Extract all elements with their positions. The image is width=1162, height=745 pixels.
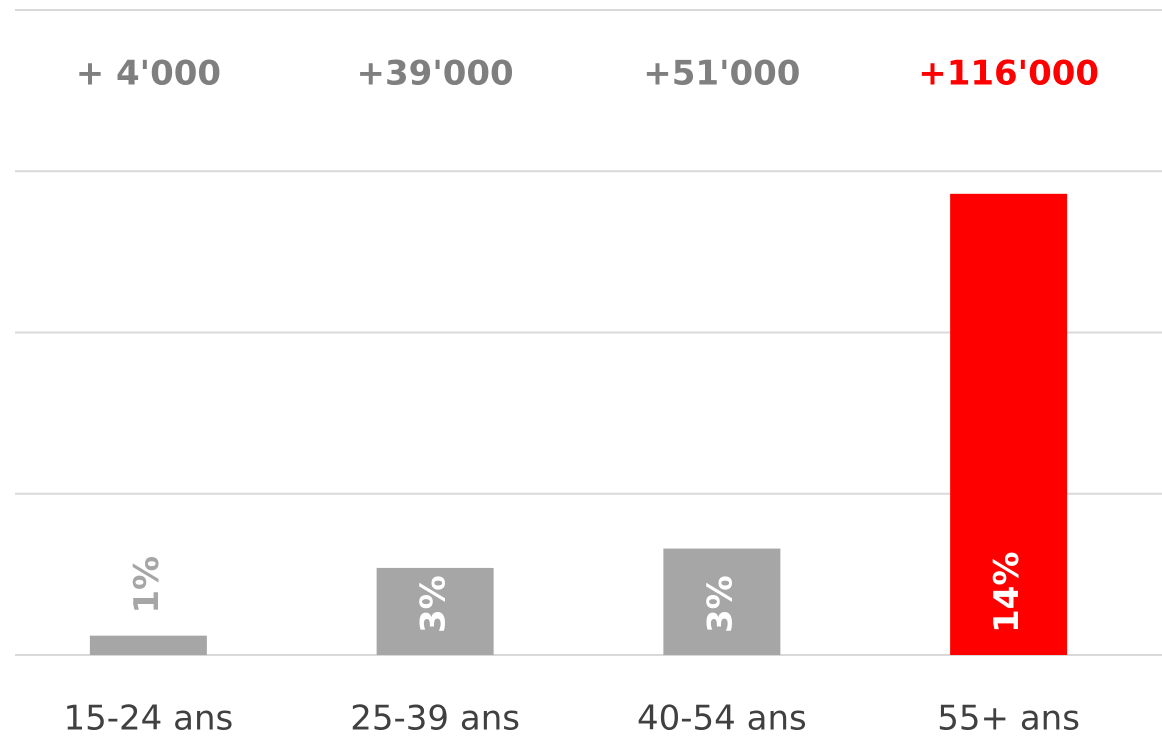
- bar: [376, 567, 494, 655]
- x-tick-label: 40-54 ans: [637, 699, 807, 739]
- x-tick-label: 25-39 ans: [350, 699, 520, 739]
- value-label: 1%: [127, 556, 167, 614]
- annotation: +39'000: [357, 54, 514, 94]
- annotation: + 4'000: [76, 54, 221, 94]
- x-tick-label: 15-24 ans: [64, 699, 234, 739]
- value-label: 14%: [987, 552, 1027, 633]
- bar: [89, 635, 207, 655]
- value-label: 3%: [414, 575, 454, 633]
- value-label: 3%: [700, 575, 740, 633]
- bar: [950, 193, 1068, 655]
- annotation: +51'000: [643, 54, 800, 94]
- annotation: +116'000: [918, 54, 1099, 94]
- x-tick-label: 55+ ans: [937, 699, 1080, 739]
- bar: [663, 548, 781, 655]
